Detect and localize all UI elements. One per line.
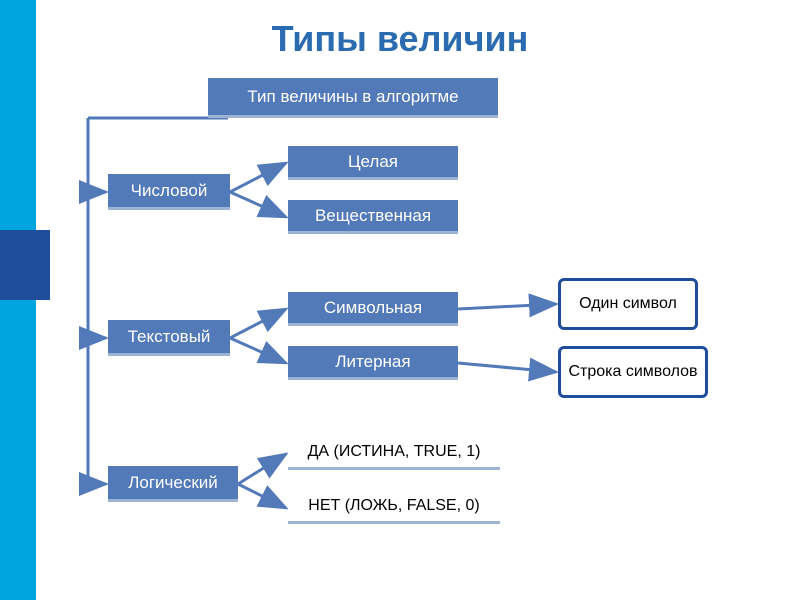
node-real: Вещественная (288, 200, 458, 234)
node-root: Тип величины в алгоритме (208, 78, 498, 118)
node-false: НЕТ (ЛОЖЬ, FALSE, 0) (288, 492, 500, 524)
node-logical: Логический (108, 466, 238, 502)
node-true: ДА (ИСТИНА, TRUE, 1) (288, 438, 500, 470)
node-numeric: Числовой (108, 174, 230, 210)
page-title: Типы величин (272, 18, 529, 60)
node-literal: Литерная (288, 346, 458, 380)
sidebar (0, 0, 36, 600)
node-integer: Целая (288, 146, 458, 180)
node-text: Текстовый (108, 320, 230, 356)
node-onechar: Один символ (558, 278, 698, 330)
node-symbolic: Символьная (288, 292, 458, 326)
sidebar-accent (0, 230, 50, 300)
node-string: Строка символов (558, 346, 708, 398)
